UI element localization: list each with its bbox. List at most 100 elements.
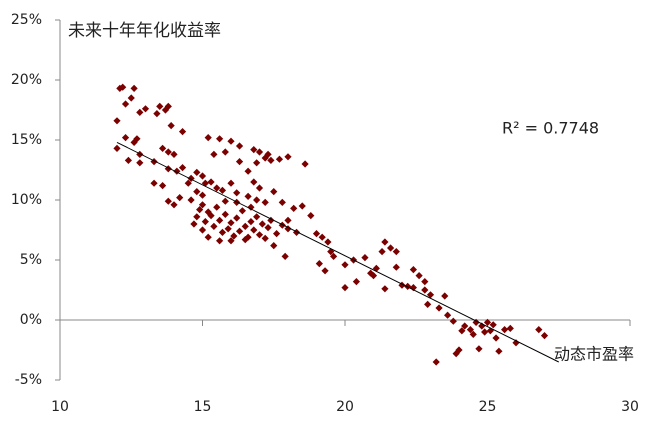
point [466, 326, 474, 334]
point [198, 191, 207, 199]
point [190, 220, 198, 228]
point [307, 212, 315, 220]
point [121, 134, 130, 142]
point [506, 324, 514, 332]
point [247, 218, 255, 226]
point [216, 237, 224, 245]
point [512, 339, 520, 347]
point [119, 83, 127, 91]
point [207, 178, 215, 186]
point [244, 167, 252, 175]
x-tick-label: 30 [621, 399, 639, 415]
point [387, 244, 395, 252]
point [216, 216, 224, 224]
point [213, 184, 221, 192]
point [130, 84, 138, 92]
point [483, 318, 492, 326]
point [113, 117, 121, 125]
point [275, 155, 284, 163]
point [441, 292, 449, 300]
point [267, 156, 275, 164]
point [253, 159, 261, 167]
point [198, 201, 207, 209]
point [426, 291, 435, 299]
x-tick-label: 20 [336, 399, 354, 415]
point [367, 269, 375, 277]
point [150, 179, 158, 187]
point [141, 105, 150, 113]
point [164, 102, 172, 110]
point [324, 238, 332, 246]
point [221, 148, 229, 156]
point [321, 267, 329, 275]
point [176, 194, 184, 202]
y-tick-label: 25% [11, 12, 42, 28]
point [164, 197, 172, 205]
point [281, 252, 289, 260]
point [253, 213, 261, 221]
point [381, 238, 389, 246]
point [315, 260, 323, 268]
x-tick-label: 10 [51, 399, 69, 415]
point [159, 182, 167, 190]
point [255, 231, 264, 239]
point [421, 286, 429, 294]
y-tick-label: 15% [11, 132, 42, 148]
point [435, 304, 443, 312]
point [452, 350, 460, 358]
y-tick-label: 0% [20, 312, 42, 328]
point [159, 144, 167, 152]
point [210, 222, 218, 230]
point [455, 346, 463, 354]
point [178, 128, 187, 136]
point [458, 327, 466, 335]
point [341, 261, 349, 269]
point [250, 146, 258, 154]
point [164, 148, 172, 156]
point [253, 196, 261, 204]
point [235, 227, 244, 235]
point [301, 160, 309, 168]
point [540, 332, 549, 340]
point [121, 100, 130, 108]
point [170, 201, 178, 209]
point [341, 284, 349, 292]
point [136, 159, 144, 167]
point [250, 178, 258, 186]
point [136, 108, 144, 116]
point [392, 263, 400, 271]
point [381, 285, 389, 293]
point [210, 150, 218, 158]
point [233, 214, 241, 222]
point [227, 237, 235, 245]
y-tick-label: -5% [15, 372, 42, 388]
point [298, 202, 306, 210]
point [170, 150, 178, 158]
point [235, 158, 244, 166]
point [136, 150, 144, 158]
point [244, 192, 252, 200]
point [201, 179, 209, 187]
point [361, 254, 369, 262]
point [378, 248, 386, 256]
point [486, 327, 494, 335]
point [409, 266, 417, 274]
point [424, 300, 432, 308]
point [124, 156, 132, 164]
point [270, 242, 278, 250]
point [133, 135, 141, 143]
point [238, 207, 246, 215]
point [230, 232, 238, 240]
point [193, 213, 201, 221]
point [330, 252, 338, 260]
point [432, 358, 440, 366]
point [218, 186, 227, 194]
point [213, 203, 221, 211]
point [218, 228, 227, 236]
point [156, 102, 164, 110]
point [247, 203, 255, 211]
point [312, 230, 321, 238]
point [501, 326, 509, 334]
point [492, 334, 500, 342]
